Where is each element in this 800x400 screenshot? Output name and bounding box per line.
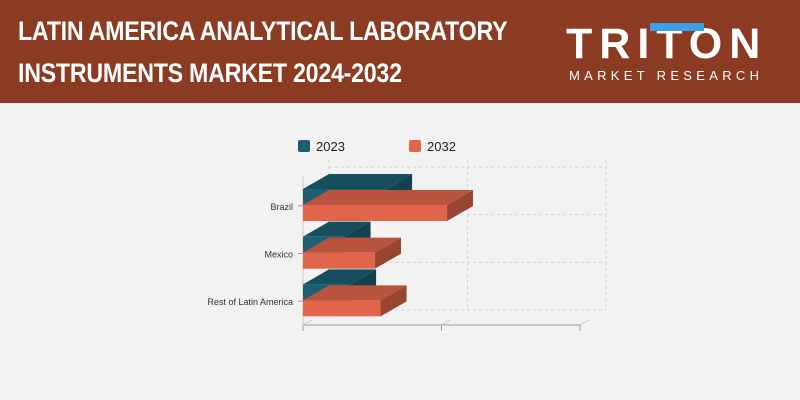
bar-top-2023 bbox=[303, 174, 413, 189]
logo-subtitle: MARKET RESEARCH bbox=[569, 68, 764, 83]
logo-accent-bar bbox=[650, 23, 704, 31]
bar-front-2032 bbox=[303, 252, 376, 269]
bar-top-2023 bbox=[303, 269, 377, 285]
category-label: Mexico bbox=[264, 250, 293, 260]
bar-top-2023 bbox=[303, 221, 371, 237]
header-banner: LATIN AMERICA ANALYTICAL LABORATORY INST… bbox=[0, 0, 800, 103]
title-line-2: INSTRUMENTS MARKET 2024-2032 bbox=[18, 58, 402, 88]
triton-logo: TRITON MARKET RESEARCH bbox=[566, 18, 766, 88]
bar-front-2032 bbox=[303, 300, 381, 317]
category-label: Brazil bbox=[270, 202, 293, 212]
bar-chart: Brazil Mexico Rest of Latin America 2023 203… bbox=[207, 139, 607, 331]
title-line-1: LATIN AMERICA ANALYTICAL LABORATORY bbox=[18, 16, 508, 46]
bar-side-2032 bbox=[375, 237, 402, 269]
bar-front-2032 bbox=[303, 205, 448, 221]
bar-side-2032 bbox=[380, 285, 407, 317]
bar-top-2032 bbox=[303, 285, 407, 301]
x-axis-depth-tick bbox=[579, 319, 590, 326]
legend-swatch-2023 bbox=[298, 140, 310, 152]
category-label: Rest of Latin America bbox=[207, 297, 293, 307]
page-title: LATIN AMERICA ANALYTICAL LABORATORY INST… bbox=[18, 10, 508, 94]
legend-label-2023: 2023 bbox=[316, 139, 345, 154]
bar-top-2032 bbox=[303, 237, 402, 253]
bar-top-2032 bbox=[303, 190, 474, 205]
x-axis-depth-tick bbox=[441, 319, 451, 326]
legend-label-2032: 2032 bbox=[427, 139, 456, 154]
x-axis-depth-tick bbox=[302, 319, 313, 326]
legend-swatch-2032 bbox=[409, 140, 421, 152]
bar-side-2032 bbox=[447, 190, 474, 221]
